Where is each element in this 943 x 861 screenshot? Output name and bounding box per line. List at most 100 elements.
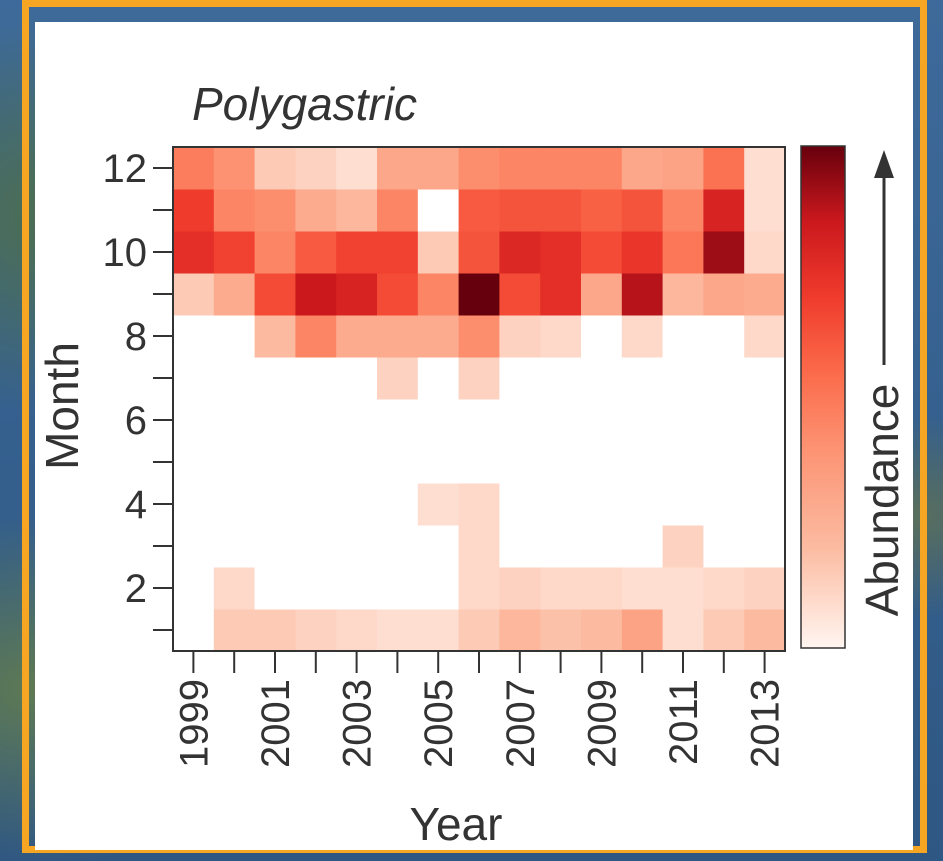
heatmap-cell bbox=[295, 231, 337, 274]
heatmap-cell bbox=[295, 315, 337, 358]
y-tick-label: 6 bbox=[125, 399, 147, 443]
heatmap-cell bbox=[295, 609, 337, 652]
y-axis-label: Month bbox=[36, 342, 88, 470]
heatmap-cell bbox=[458, 315, 500, 358]
heatmap-cell bbox=[621, 273, 664, 316]
heatmap-cell bbox=[621, 609, 664, 652]
heatmap-cell bbox=[417, 609, 460, 652]
heatmap-cell bbox=[254, 357, 296, 400]
heatmap-cell bbox=[336, 399, 378, 442]
heatmap-cell bbox=[173, 231, 215, 274]
heatmap-cell bbox=[295, 189, 337, 232]
heatmap-cell bbox=[499, 441, 541, 484]
heatmap-cell bbox=[540, 525, 582, 568]
heatmap-cell bbox=[254, 399, 296, 442]
heatmap-cell bbox=[295, 147, 337, 190]
heatmap-cell bbox=[581, 609, 623, 652]
heatmap-cell bbox=[213, 273, 256, 316]
heatmap-cell bbox=[621, 399, 664, 442]
heatmap-cell bbox=[581, 567, 623, 610]
heatmap-cell bbox=[377, 441, 419, 484]
colorbar-label: Abundance bbox=[856, 384, 908, 617]
heatmap-cell bbox=[213, 483, 256, 526]
heatmap-cell bbox=[417, 189, 460, 232]
heatmap-cell bbox=[540, 567, 582, 610]
heatmap-cell bbox=[213, 147, 256, 190]
heatmap-cell bbox=[499, 273, 541, 316]
heatmap-cell bbox=[703, 273, 745, 316]
heatmap-cell bbox=[458, 189, 500, 232]
heatmap-cell bbox=[336, 357, 378, 400]
heatmap-cell bbox=[377, 147, 419, 190]
heatmap-cell bbox=[336, 189, 378, 232]
chart-title: Polygastric bbox=[192, 78, 417, 130]
heatmap-cell bbox=[703, 441, 745, 484]
heatmap-cell bbox=[295, 441, 337, 484]
heatmap-cell bbox=[703, 231, 745, 274]
heatmap-cell bbox=[744, 231, 786, 274]
heatmap-cell bbox=[581, 357, 623, 400]
heatmap-cell bbox=[336, 441, 378, 484]
heatmap-cell bbox=[213, 525, 256, 568]
heatmap-cell bbox=[703, 483, 745, 526]
heatmap-cell bbox=[213, 609, 256, 652]
heatmap-cell bbox=[458, 525, 500, 568]
heatmap-cell bbox=[458, 399, 500, 442]
heatmap-cell bbox=[336, 609, 378, 652]
heatmap-cell bbox=[254, 273, 296, 316]
heatmap-cell bbox=[621, 357, 664, 400]
heatmap-cell bbox=[173, 189, 215, 232]
heatmap-cell bbox=[540, 609, 582, 652]
heatmap-cell bbox=[254, 609, 296, 652]
heatmap-cell bbox=[377, 399, 419, 442]
heatmap-cell bbox=[417, 357, 460, 400]
heatmap-cell bbox=[417, 483, 460, 526]
heatmap-cell bbox=[213, 441, 256, 484]
heatmap-cell bbox=[744, 567, 786, 610]
heatmap-cell bbox=[621, 567, 664, 610]
heatmap-cell bbox=[377, 567, 419, 610]
heatmap-cell bbox=[295, 357, 337, 400]
heatmap-cell bbox=[744, 189, 786, 232]
x-tick-label: 2003 bbox=[336, 679, 380, 768]
y-tick-label: 2 bbox=[125, 567, 147, 611]
abundance-arrow-head bbox=[874, 150, 894, 178]
heatmap-cell bbox=[417, 315, 460, 358]
heatmap-cell bbox=[744, 483, 786, 526]
heatmap-cell bbox=[377, 315, 419, 358]
heatmap-cell bbox=[254, 441, 296, 484]
heatmap-cell bbox=[173, 399, 215, 442]
heatmap-cell bbox=[173, 315, 215, 358]
heatmap-cell bbox=[581, 441, 623, 484]
heatmap-cell bbox=[662, 231, 704, 274]
heatmap-cell bbox=[295, 483, 337, 526]
heatmap-cell bbox=[377, 483, 419, 526]
heatmap-cell bbox=[662, 189, 704, 232]
heatmap-cell bbox=[377, 525, 419, 568]
heatmap-cell bbox=[744, 399, 786, 442]
heatmap-cell bbox=[173, 357, 215, 400]
heatmap-cell bbox=[662, 357, 704, 400]
heatmap-cell bbox=[662, 525, 704, 568]
heatmap-cell bbox=[499, 189, 541, 232]
heatmap-cell bbox=[173, 273, 215, 316]
y-tick-label: 4 bbox=[125, 483, 147, 527]
heatmap-cell bbox=[336, 483, 378, 526]
heatmap-cell bbox=[703, 525, 745, 568]
heatmap-cell bbox=[458, 357, 500, 400]
heatmap-cell bbox=[703, 567, 745, 610]
heatmap-cell bbox=[499, 315, 541, 358]
heatmap-cell bbox=[295, 399, 337, 442]
heatmap-cell bbox=[662, 483, 704, 526]
heatmap-cell bbox=[581, 147, 623, 190]
heatmap-cell bbox=[744, 525, 786, 568]
heatmap-cell bbox=[621, 315, 664, 358]
heatmap-cell bbox=[621, 441, 664, 484]
heatmap-cell bbox=[173, 147, 215, 190]
heatmap-cell bbox=[458, 147, 500, 190]
x-tick-label: 2007 bbox=[499, 679, 543, 768]
heatmap-cell bbox=[499, 567, 541, 610]
x-tick-label: 2005 bbox=[417, 679, 461, 768]
heatmap-cell bbox=[581, 399, 623, 442]
heatmap-cell bbox=[581, 273, 623, 316]
